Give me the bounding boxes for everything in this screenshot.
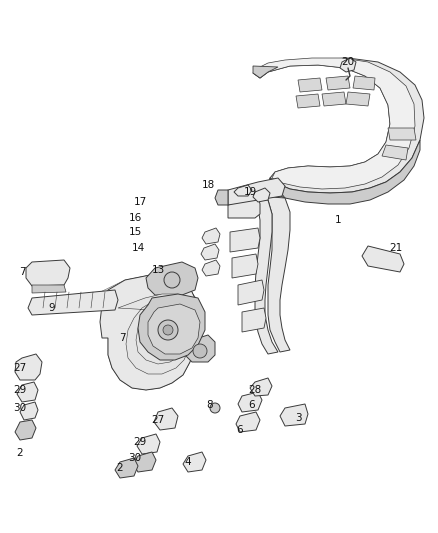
Text: 16: 16	[128, 213, 141, 223]
Polygon shape	[118, 294, 196, 374]
Text: 2: 2	[117, 463, 124, 473]
Text: 7: 7	[119, 333, 125, 343]
Polygon shape	[183, 452, 206, 472]
Polygon shape	[17, 382, 38, 402]
Polygon shape	[148, 304, 200, 354]
Text: 30: 30	[14, 403, 27, 413]
Text: 7: 7	[19, 267, 25, 277]
Text: 18: 18	[201, 180, 215, 190]
Circle shape	[163, 325, 173, 335]
Polygon shape	[146, 262, 198, 295]
Polygon shape	[322, 92, 346, 106]
Polygon shape	[154, 408, 178, 430]
Text: 6: 6	[237, 425, 244, 435]
Text: 20: 20	[342, 57, 355, 67]
Polygon shape	[215, 190, 228, 205]
Polygon shape	[250, 378, 272, 396]
Polygon shape	[138, 294, 205, 360]
Polygon shape	[382, 145, 408, 160]
Text: 19: 19	[244, 187, 257, 197]
Polygon shape	[280, 404, 308, 426]
Text: 2: 2	[17, 448, 23, 458]
Polygon shape	[253, 66, 278, 78]
Text: 29: 29	[134, 437, 147, 447]
Text: 3: 3	[295, 413, 301, 423]
Polygon shape	[15, 420, 36, 440]
Polygon shape	[228, 178, 285, 205]
Circle shape	[193, 344, 207, 358]
Text: 9: 9	[49, 303, 55, 313]
Polygon shape	[388, 128, 416, 140]
Polygon shape	[133, 452, 156, 472]
Polygon shape	[28, 290, 118, 315]
Polygon shape	[202, 228, 220, 244]
Polygon shape	[326, 76, 350, 90]
Text: 15: 15	[128, 227, 141, 237]
Text: 28: 28	[248, 385, 261, 395]
Polygon shape	[236, 412, 260, 432]
Polygon shape	[340, 58, 356, 72]
Polygon shape	[298, 78, 322, 92]
Polygon shape	[353, 76, 375, 90]
Text: 14: 14	[131, 243, 145, 253]
Polygon shape	[238, 280, 264, 305]
Polygon shape	[258, 196, 290, 352]
Polygon shape	[145, 304, 202, 345]
Text: 29: 29	[14, 385, 27, 395]
Text: 1: 1	[335, 215, 341, 225]
Polygon shape	[242, 308, 266, 332]
Polygon shape	[253, 188, 270, 202]
Polygon shape	[228, 196, 260, 218]
Polygon shape	[268, 178, 285, 198]
Polygon shape	[32, 285, 66, 293]
Polygon shape	[26, 260, 70, 286]
Polygon shape	[202, 260, 220, 276]
Polygon shape	[201, 244, 219, 260]
Text: 30: 30	[128, 453, 141, 463]
Polygon shape	[346, 92, 370, 106]
Circle shape	[164, 272, 180, 288]
Circle shape	[210, 403, 220, 413]
Polygon shape	[230, 228, 260, 252]
Polygon shape	[15, 354, 42, 380]
Circle shape	[158, 320, 178, 340]
Polygon shape	[232, 254, 258, 278]
Polygon shape	[100, 275, 198, 390]
Text: 6: 6	[249, 400, 255, 410]
Polygon shape	[88, 275, 198, 390]
Text: 27: 27	[14, 363, 27, 373]
Text: 4: 4	[185, 457, 191, 467]
Polygon shape	[162, 268, 192, 286]
Polygon shape	[268, 140, 420, 204]
Polygon shape	[238, 392, 262, 412]
Polygon shape	[228, 196, 278, 354]
Text: 13: 13	[152, 265, 165, 275]
Text: 27: 27	[152, 415, 165, 425]
Polygon shape	[234, 185, 252, 196]
Polygon shape	[253, 58, 415, 189]
Polygon shape	[362, 246, 404, 272]
Text: 17: 17	[134, 197, 147, 207]
Polygon shape	[296, 94, 320, 108]
Polygon shape	[137, 434, 160, 454]
Polygon shape	[185, 335, 215, 362]
Polygon shape	[115, 458, 138, 478]
Text: 8: 8	[207, 400, 213, 410]
Polygon shape	[253, 58, 424, 193]
Text: 21: 21	[389, 243, 403, 253]
Polygon shape	[20, 402, 38, 420]
